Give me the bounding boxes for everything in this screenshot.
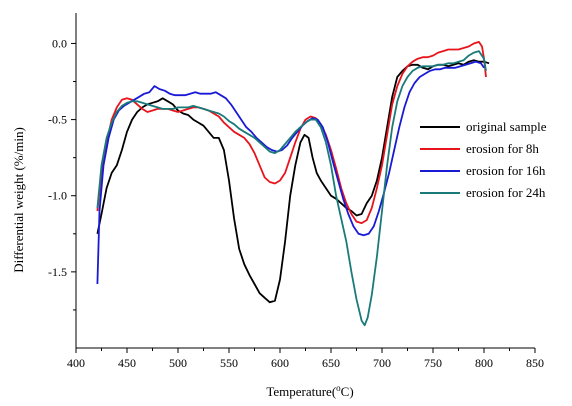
y-tick-label: -0.5 <box>48 113 67 127</box>
x-tick-label: 850 <box>526 356 544 370</box>
legend-label: erosion for 24h <box>466 185 546 200</box>
series-line-erosion-for-16h <box>96 60 485 285</box>
x-tick-label: 400 <box>67 356 85 370</box>
y-tick-label: -1.0 <box>48 189 67 203</box>
x-tick-label: 800 <box>475 356 493 370</box>
x-tick-label: 450 <box>118 356 136 370</box>
series-layer <box>96 41 490 327</box>
y-tick-label: -1.5 <box>48 265 67 279</box>
series-line-erosion-for-24h <box>96 50 487 327</box>
axes: 400 450 500 550 600 650 700 750 800 850 0.0 -0.5 -1.… <box>48 13 544 370</box>
x-tick-label: 600 <box>271 356 289 370</box>
y-axis-title: Differential weight (%/min) <box>11 127 26 273</box>
x-axis-title: Temperature(oC) <box>266 383 353 399</box>
legend-label: erosion for 8h <box>466 141 539 156</box>
x-tick-label: 700 <box>373 356 391 370</box>
legend-label: erosion for 16h <box>466 163 546 178</box>
y-tick-label: 0.0 <box>52 36 67 50</box>
x-tick-label: 550 <box>220 356 238 370</box>
legend: original sample erosion for 8h erosion for… <box>420 119 547 200</box>
x-tick-label: 650 <box>322 356 340 370</box>
x-tick-label: 750 <box>424 356 442 370</box>
legend-label: original sample <box>466 119 547 134</box>
x-tick-label: 500 <box>169 356 187 370</box>
series-line-original-sample <box>96 59 490 304</box>
